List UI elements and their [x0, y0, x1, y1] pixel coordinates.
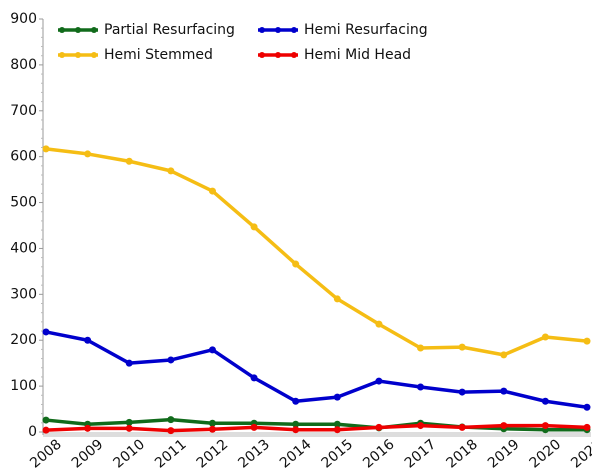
y-tick-label: 600 [10, 149, 37, 165]
series-line [45, 147, 588, 357]
data-point [84, 336, 92, 344]
legend-dot [91, 52, 97, 58]
legend-label: Partial Resurfacing [104, 22, 235, 38]
data-point [500, 422, 508, 430]
y-tick-label: 700 [10, 103, 37, 119]
legend-dot [291, 27, 297, 33]
data-point [167, 416, 175, 424]
y-tick-label: 400 [10, 240, 37, 256]
data-point [208, 425, 216, 433]
legend-dot [275, 52, 281, 58]
data-point [292, 397, 300, 405]
x-tick-label: 2017 [402, 436, 440, 471]
data-point [417, 422, 425, 430]
legend-dot [75, 52, 81, 58]
data-point [250, 223, 258, 231]
data-point [167, 427, 175, 435]
data-point [125, 157, 133, 165]
series-line [45, 417, 587, 432]
data-point [42, 426, 50, 434]
legend-label: Hemi Mid Head [304, 47, 411, 63]
legend-dot [59, 52, 65, 58]
data-point [583, 423, 591, 431]
data-point [333, 295, 341, 303]
data-point [541, 397, 549, 405]
data-point [541, 333, 549, 341]
y-tick-label: 500 [10, 195, 37, 211]
x-tick-label: 2015 [319, 436, 357, 471]
legend-dot [75, 27, 81, 33]
data-point [500, 387, 508, 395]
data-point [167, 167, 175, 175]
data-point [250, 374, 258, 382]
data-point [42, 328, 50, 336]
data-point [125, 424, 133, 432]
data-point [375, 320, 383, 328]
data-point [292, 420, 300, 428]
x-tick-label: 2008 [27, 436, 65, 471]
series-line [45, 423, 588, 433]
data-point [208, 187, 216, 195]
legend-dot [275, 27, 281, 33]
data-point [333, 426, 341, 434]
y-tick-label: 100 [10, 378, 37, 394]
data-point [208, 419, 216, 427]
data-point [333, 420, 341, 428]
data-point [583, 403, 591, 411]
x-tick-label: 2009 [69, 436, 107, 471]
data-point [500, 351, 508, 359]
data-point [375, 377, 383, 385]
legend-dot [59, 27, 65, 33]
y-tick-label: 0 [28, 424, 37, 440]
legend-dot [91, 27, 97, 33]
x-tick-label: 2011 [152, 436, 190, 471]
data-point [125, 418, 133, 426]
x-tick-label: 2010 [110, 436, 148, 471]
data-point [333, 393, 341, 401]
x-tick-label: 2020 [527, 436, 565, 471]
legend-dot [291, 52, 297, 58]
legend-dot [259, 27, 265, 33]
legend-label: Hemi Resurfacing [304, 22, 428, 38]
data-point [84, 150, 92, 158]
legend-dot [259, 52, 265, 58]
data-point [292, 426, 300, 434]
data-point [458, 343, 466, 351]
data-point [583, 337, 591, 345]
y-tick-label: 800 [10, 57, 37, 73]
x-tick-label: 2012 [194, 436, 232, 471]
data-point [42, 145, 50, 153]
data-point [417, 383, 425, 391]
x-tick-label: 2019 [485, 436, 523, 471]
x-tick-label: 2018 [443, 436, 481, 471]
y-tick-label: 300 [10, 286, 37, 302]
x-axis-band [43, 432, 591, 437]
data-point [458, 388, 466, 396]
data-point [125, 359, 133, 367]
legend-label: Hemi Stemmed [104, 47, 213, 63]
data-point [458, 423, 466, 431]
x-tick-label: 2013 [235, 436, 273, 471]
x-tick-label: 2016 [360, 436, 398, 471]
data-point [84, 424, 92, 432]
y-tick-label: 900 [10, 11, 37, 27]
x-tick-label: 2021 [568, 436, 592, 471]
data-point [292, 260, 300, 268]
x-tick-label: 2014 [277, 436, 315, 471]
data-point [42, 416, 50, 424]
series-line [45, 330, 588, 409]
data-point [375, 423, 383, 431]
y-tick-label: 200 [10, 332, 37, 348]
data-point [417, 344, 425, 352]
data-point [208, 346, 216, 354]
data-point [541, 422, 549, 430]
data-point [250, 423, 258, 431]
data-point [167, 356, 175, 364]
